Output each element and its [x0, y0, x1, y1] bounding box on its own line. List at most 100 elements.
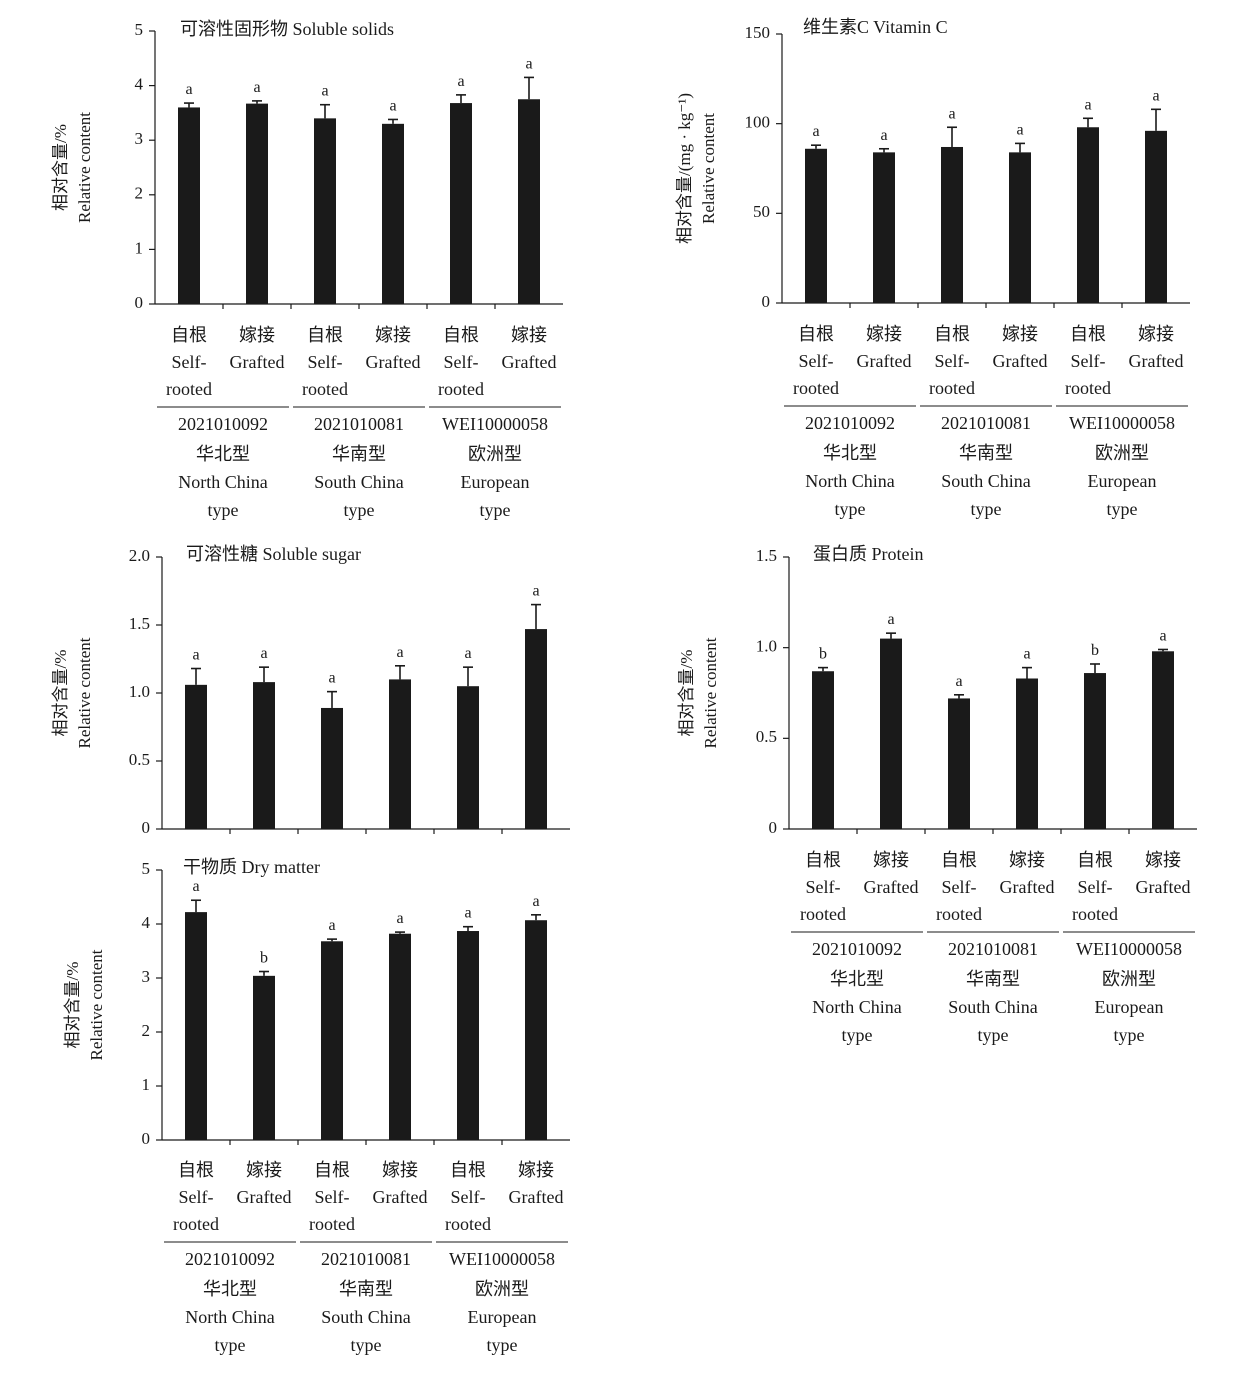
bar: [321, 941, 343, 1140]
chart-title: 可溶性固形物 Soluble solids: [180, 19, 394, 39]
category-label-cn: 自根: [443, 325, 479, 345]
group-id: 2021010081: [321, 1249, 411, 1269]
bar: [1145, 130, 1167, 303]
y-tick-label: 2.0: [129, 546, 150, 565]
group-name-en: European: [468, 1307, 537, 1327]
significance-letter: a: [260, 645, 267, 662]
category-label-cn: 嫁接: [239, 325, 275, 345]
bar: [1009, 152, 1031, 303]
bar: [314, 118, 336, 304]
group-name-en: North China: [178, 472, 268, 492]
significance-letter: a: [464, 905, 471, 922]
significance-letter: a: [1023, 646, 1030, 663]
group-name-en: South China: [941, 471, 1031, 491]
category-label-en: Self-: [935, 351, 970, 371]
bar: [880, 638, 902, 829]
group-name-en: type: [1107, 499, 1138, 519]
group-name-cn: 欧洲型: [1102, 969, 1156, 989]
significance-letter: a: [185, 81, 192, 98]
group-name-cn: 欧洲型: [475, 1279, 529, 1299]
significance-letter: a: [948, 105, 955, 122]
category-label-cn: 嫁接: [382, 1160, 418, 1180]
chart-title: 维生素C Vitamin C: [803, 17, 948, 37]
category-label-cn: 嫁接: [511, 325, 547, 345]
y-axis-label-en: Relative content: [699, 113, 718, 224]
y-tick-label: 2: [135, 184, 144, 203]
category-label-en: Self-: [799, 351, 834, 371]
y-tick-label: 1.0: [756, 637, 777, 656]
bar: [457, 686, 479, 829]
y-tick-label: 100: [745, 113, 771, 132]
y-tick-label: 0: [142, 1129, 151, 1148]
category-label-en: Self-: [308, 352, 343, 372]
bar: [382, 123, 404, 304]
bar: [525, 920, 547, 1140]
significance-letter: a: [321, 83, 328, 100]
group-id: WEI10000058: [442, 414, 548, 434]
bar: [389, 933, 411, 1140]
group-name-en: type: [480, 500, 511, 520]
group-name-en: type: [971, 499, 1002, 519]
chart-panel-soluble-sugar: 可溶性糖 Soluble sugar 0 0.5 1.0 1.5 2.0 相对含量/% Rel…: [51, 544, 570, 837]
bar: [812, 671, 834, 829]
significance-letter: a: [464, 645, 471, 662]
y-axis-label-cn: 相对含量/(mg · kg⁻¹): [675, 93, 694, 244]
category-label-cn: 嫁接: [1138, 324, 1174, 344]
bar: [873, 152, 895, 303]
group-name-en: type: [344, 500, 375, 520]
category-label-en: Self-: [179, 1187, 214, 1207]
chart-panel-soluble-solids: 可溶性固形物 Soluble solids 0 1 2 3 4 5 相对含量/% Relativ…: [51, 19, 563, 520]
group-name-en: type: [351, 1335, 382, 1355]
group-id: 2021010081: [948, 939, 1038, 959]
y-axis-label-en: Relative content: [701, 637, 720, 748]
group-name-cn: 华北型: [203, 1279, 257, 1299]
bar: [457, 931, 479, 1140]
category-label-en: Grafted: [864, 877, 919, 897]
group-name-en: North China: [812, 997, 902, 1017]
y-tick-label: 5: [135, 20, 144, 39]
group-name-en: type: [215, 1335, 246, 1355]
significance-letter: b: [819, 646, 827, 663]
group-name-cn: 华北型: [196, 444, 250, 464]
category-label-cn: 嫁接: [866, 324, 902, 344]
significance-letter: a: [328, 917, 335, 934]
significance-letter: a: [396, 644, 403, 661]
category-label-cn: 自根: [314, 1160, 350, 1180]
group-id: 2021010081: [314, 414, 404, 434]
significance-letter: a: [1152, 87, 1159, 104]
category-label-en: Grafted: [502, 352, 557, 372]
significance-letter: a: [532, 893, 539, 910]
y-tick-label: 4: [142, 913, 151, 932]
y-tick-label: 0: [762, 292, 771, 311]
category-label-en: Self-: [451, 1187, 486, 1207]
y-tick-label: 1.5: [129, 614, 150, 633]
y-tick-label: 50: [753, 202, 770, 221]
bar: [185, 912, 207, 1140]
category-label-en: rooted: [1072, 904, 1118, 924]
category-label-en: Grafted: [1129, 351, 1184, 371]
category-label-en: Grafted: [230, 352, 285, 372]
category-label-en: rooted: [173, 1214, 219, 1234]
significance-letter: a: [1159, 627, 1166, 644]
y-tick-label: 1: [142, 1075, 151, 1094]
y-tick-label: 0.5: [756, 727, 777, 746]
category-label-cn: 自根: [171, 325, 207, 345]
group-name-en: South China: [948, 997, 1038, 1017]
significance-letter: b: [1091, 642, 1099, 659]
bar: [1077, 127, 1099, 304]
category-label-en: rooted: [1065, 378, 1111, 398]
y-tick-label: 0: [769, 818, 778, 837]
y-axis-label-en: Relative content: [87, 949, 106, 1060]
chart-title: 蛋白质 Protein: [813, 544, 924, 564]
category-label-cn: 自根: [450, 1160, 486, 1180]
bar: [1084, 673, 1106, 829]
bar: [389, 679, 411, 829]
bar: [246, 103, 268, 304]
category-label-en: rooted: [166, 379, 212, 399]
group-id: 2021010092: [178, 414, 268, 434]
chart-panel-protein: 蛋白质 Protein 0 0.5 1.0 1.5 相对含量/% Relative cont…: [677, 544, 1197, 1045]
y-tick-label: 4: [135, 75, 144, 94]
category-label-en: rooted: [793, 378, 839, 398]
category-label-en: Self-: [1071, 351, 1106, 371]
